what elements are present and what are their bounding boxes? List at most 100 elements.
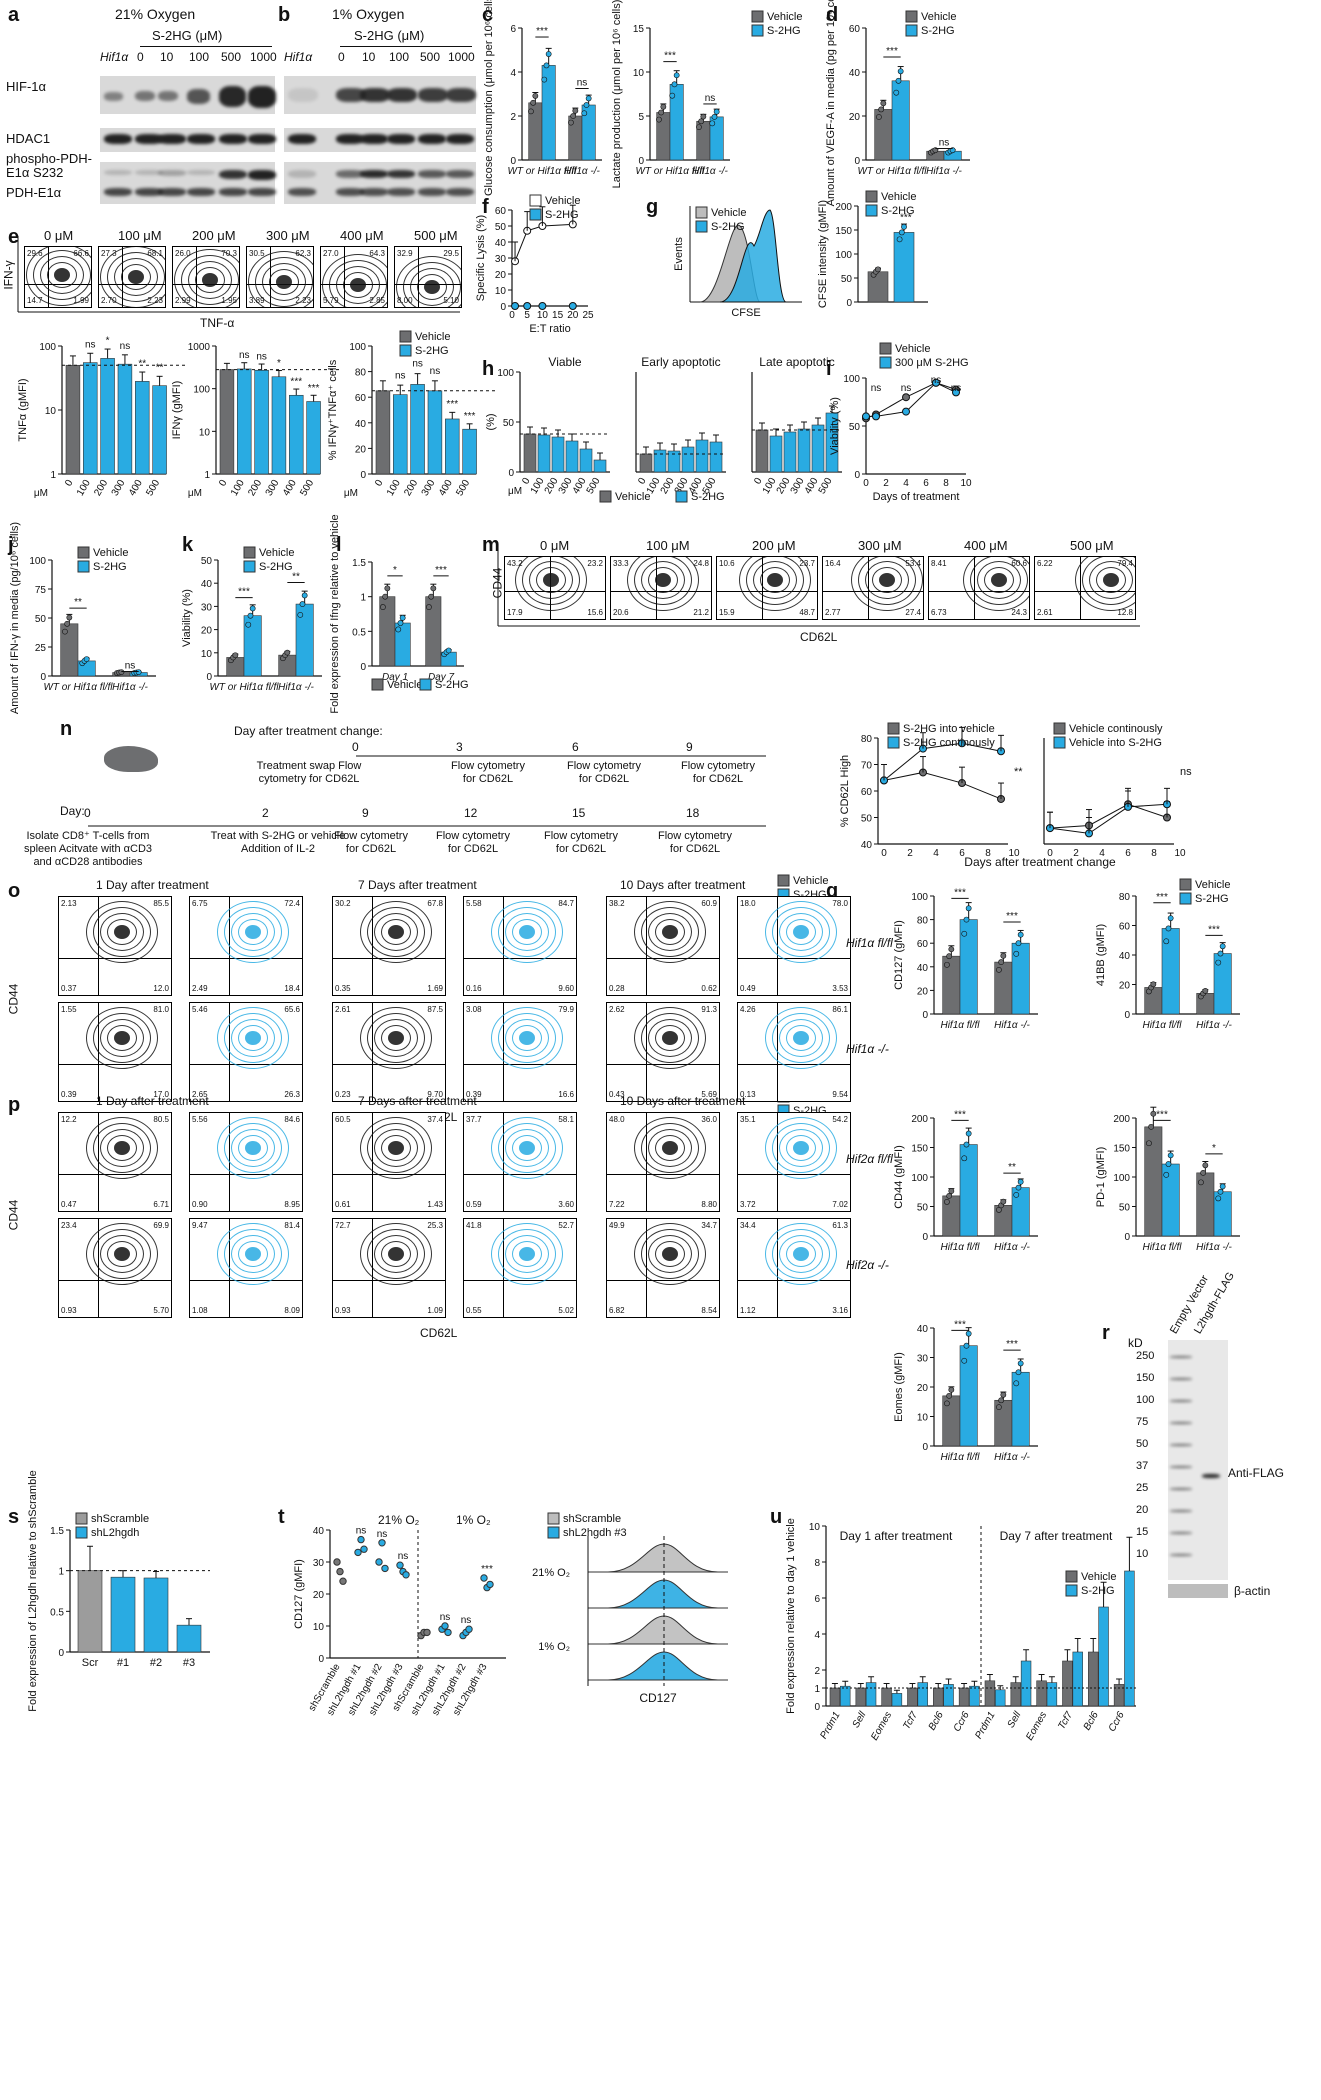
legend-swatch xyxy=(77,560,90,573)
series-point xyxy=(902,407,910,416)
contour-ring xyxy=(106,1241,137,1268)
contour-ring xyxy=(248,251,313,307)
contour-ring xyxy=(366,1013,425,1064)
quadrant-value-ll: 0.61 xyxy=(335,1200,351,1209)
blot-band xyxy=(288,134,316,144)
x-tick-label: WT or Hif1α fl/fl xyxy=(209,682,279,693)
ladder-band xyxy=(1170,1554,1192,1556)
data-point xyxy=(1219,1183,1226,1190)
y-tick-label: 1.5 xyxy=(352,558,366,569)
contour-ring xyxy=(647,1019,692,1058)
contour-ring xyxy=(771,1123,830,1174)
lane-label: 500 xyxy=(420,50,441,64)
y-tick-label: 100 xyxy=(349,342,366,353)
quadrant-value-ur: 70.3 xyxy=(221,249,237,258)
y-axis-label: CD44 xyxy=(6,1199,21,1231)
data-point xyxy=(998,1397,1005,1404)
data-point xyxy=(961,1357,968,1364)
legend-label: Vehicle xyxy=(615,491,650,503)
panel-b-treatment-line xyxy=(340,46,472,47)
data-point xyxy=(545,51,552,57)
x-tick-label: 25 xyxy=(582,310,594,321)
y-tick-label: 1 xyxy=(58,1567,64,1578)
legend-label: Vehicle xyxy=(545,195,580,207)
contour-ring xyxy=(647,913,692,952)
data-point xyxy=(1150,981,1157,988)
quadrant-value-ll: 0.59 xyxy=(466,1200,482,1209)
significance-label: ns xyxy=(871,383,882,394)
data-point xyxy=(423,1628,431,1637)
legend-swatch xyxy=(1065,1584,1078,1597)
legend-swatch xyxy=(751,24,764,37)
x-tick-label: 200 xyxy=(402,478,420,498)
y-tick-label: 50 xyxy=(849,422,861,433)
contour-ring xyxy=(202,272,219,287)
contour-ring xyxy=(851,557,923,611)
legend-label: 300 μM S-2HG xyxy=(895,357,969,369)
legend-swatch xyxy=(243,560,256,573)
bar-e-IFNg xyxy=(289,394,304,475)
panel-e-flow-plot: 30.5 62.3 3.89 2.23 xyxy=(246,246,314,308)
y-tick-label: 100 xyxy=(911,1173,928,1184)
x-tick-label: 500 xyxy=(298,478,316,498)
y-tick-label: 10 xyxy=(633,68,645,79)
legend-label: Vehicle xyxy=(921,11,956,23)
timepoint-label: 7 Days after treatment xyxy=(358,878,477,892)
data-point xyxy=(963,1342,970,1349)
panel-m-flow-plot: 16.4 53.4 2.77 27.4 xyxy=(822,556,924,620)
panel-label-p: p xyxy=(8,1094,21,1116)
y-tick-label: 30 xyxy=(313,1558,325,1569)
quadrant-value-lr: 6.71 xyxy=(153,1200,169,1209)
quadrant-value-ul: 5.58 xyxy=(466,899,482,908)
y-tick-label: 50 xyxy=(841,274,853,285)
panel-label-i: i xyxy=(826,358,832,380)
significance-label: ns xyxy=(939,138,950,149)
contour-ring xyxy=(92,1123,151,1174)
bar-u xyxy=(1020,1660,1032,1707)
lane-label: 100 xyxy=(189,50,210,64)
ladder-band xyxy=(1170,1532,1192,1534)
significance-label: ** xyxy=(292,572,300,583)
concentration-label: 0 μM xyxy=(44,228,74,243)
concentration-label: 300 μM xyxy=(858,538,902,553)
data-point xyxy=(1202,987,1209,994)
y-tick-label: 0 xyxy=(1124,1232,1130,1243)
contour-ring xyxy=(792,1031,809,1046)
contour-ring xyxy=(380,1241,411,1268)
quadrant-value-lr: 9.54 xyxy=(832,1090,848,1099)
data-point xyxy=(380,604,386,610)
significance-label: ns xyxy=(440,1612,451,1623)
contour-ring xyxy=(511,919,542,946)
quadrant-value-lr: 12.0 xyxy=(153,984,169,993)
x-tick-label: WT or Hif1α fl/fl xyxy=(635,166,705,177)
contour-ring xyxy=(106,1135,137,1162)
x-tick-label: 10 xyxy=(1008,848,1020,859)
legend-swatch xyxy=(905,24,918,37)
legend-label: Vehicle xyxy=(1081,1571,1116,1583)
contour-ring xyxy=(792,1247,809,1262)
x-tick-label: 10 xyxy=(1174,848,1186,859)
timeline-step: Treat with S-2HG or vehicle Addition of … xyxy=(210,830,346,855)
data-point xyxy=(713,108,720,115)
data-point xyxy=(402,1571,410,1579)
y-tick-label: 20 xyxy=(201,626,213,637)
y-tick-label: 0 xyxy=(854,156,860,167)
data-point xyxy=(878,106,885,113)
contour-ring xyxy=(329,259,387,307)
blot-band xyxy=(219,170,247,180)
blot-band xyxy=(135,91,156,102)
quadrant-value-ur: 84.6 xyxy=(284,1115,300,1124)
x-tick-label: Hif1α -/- xyxy=(692,166,728,177)
x-tick-label: #2 xyxy=(150,1657,162,1669)
contour-ring xyxy=(373,1019,418,1058)
data-point xyxy=(1013,1380,1020,1387)
flag-band xyxy=(1202,1474,1220,1478)
bar-h-late xyxy=(783,431,797,473)
data-point xyxy=(669,92,676,99)
flow-plot-flowO: 4.26 86.1 0.13 9.54 xyxy=(737,1002,851,1102)
data-point xyxy=(1217,1188,1224,1195)
panel-b-treatment-label: S-2HG (μM) xyxy=(354,28,425,43)
data-point xyxy=(354,1548,362,1557)
quadrant-value-ll: 0.93 xyxy=(61,1306,77,1315)
contour-ring xyxy=(490,1117,563,1180)
